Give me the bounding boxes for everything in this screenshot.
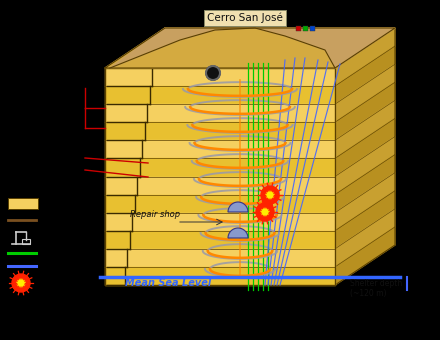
Bar [296,26,301,31]
Circle shape [206,66,220,80]
Polygon shape [335,227,395,285]
Bar [22,239,30,244]
Circle shape [261,208,269,216]
Polygon shape [335,191,395,249]
Circle shape [17,279,25,287]
Circle shape [256,203,274,221]
Polygon shape [335,46,395,104]
Text: Mean Sea Level: Mean Sea Level [125,278,211,288]
Polygon shape [335,173,395,231]
Bar [303,26,308,31]
Text: Cerro San José: Cerro San José [207,13,283,23]
Polygon shape [335,100,395,158]
Circle shape [18,280,24,286]
Polygon shape [335,64,395,122]
Text: Repair shop: Repair shop [130,210,180,219]
Text: Shelter depth
(~120 m): Shelter depth (~120 m) [350,279,402,299]
Wedge shape [228,202,248,212]
Circle shape [12,274,30,292]
Polygon shape [335,28,395,86]
Polygon shape [335,155,395,212]
Circle shape [266,191,274,199]
Circle shape [262,209,268,215]
Polygon shape [335,209,395,267]
Polygon shape [335,118,395,176]
Polygon shape [335,136,395,194]
Wedge shape [228,228,248,238]
Polygon shape [110,28,395,68]
Polygon shape [335,82,395,140]
Circle shape [261,186,279,204]
Bar [8,198,38,209]
Bar [310,26,315,31]
Circle shape [267,192,273,198]
Polygon shape [105,28,395,68]
